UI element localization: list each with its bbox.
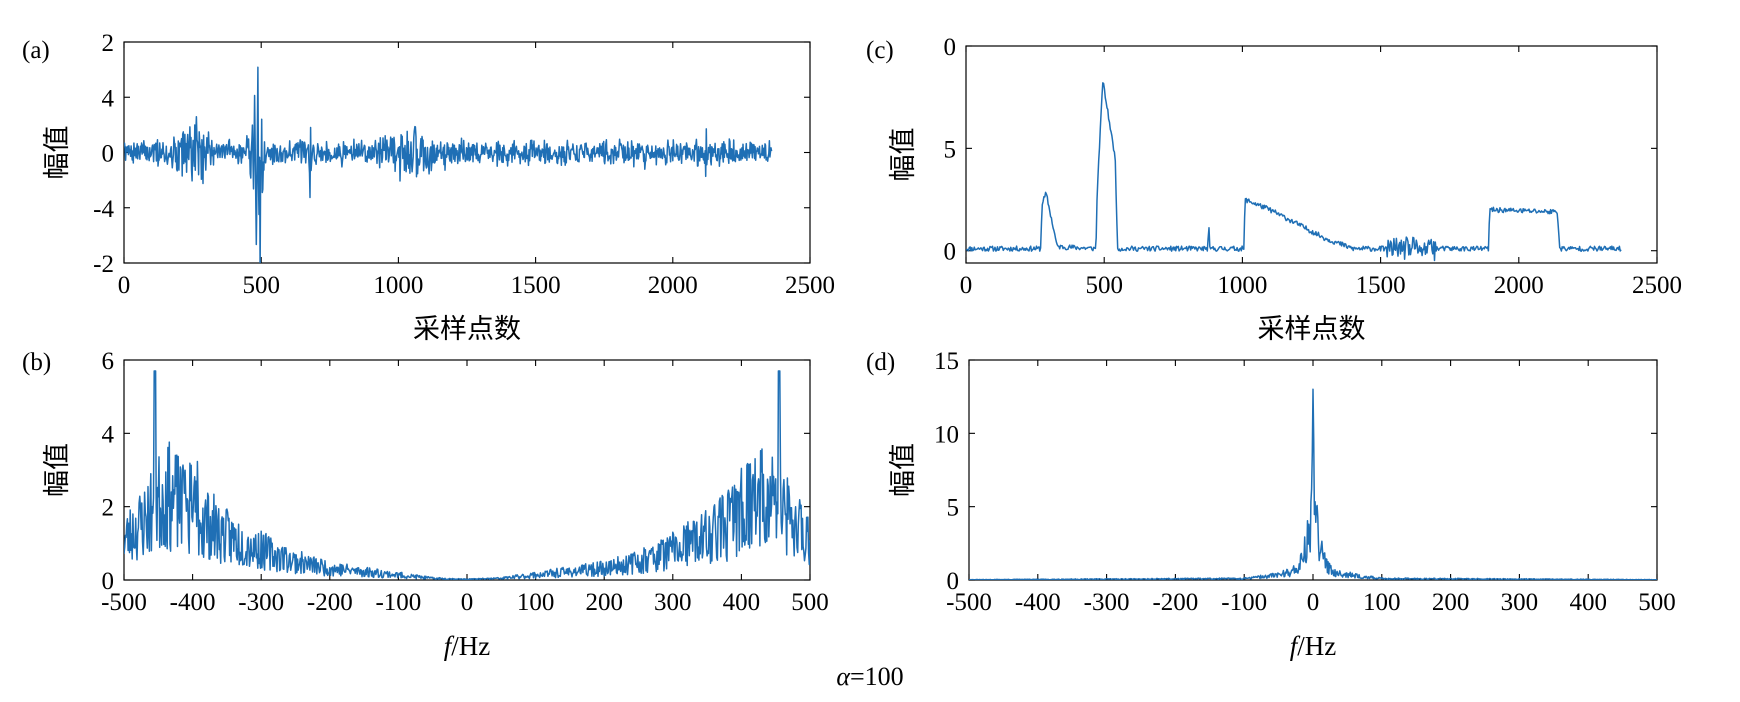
trace-group-b [124, 370, 810, 580]
x-tick-label: -400 [1015, 589, 1061, 616]
figure-caption: α=100 [0, 662, 1740, 692]
x-tick-label: -500 [946, 589, 992, 616]
x-axis-label: f/Hz [444, 631, 491, 661]
y-tick-label: -4 [93, 196, 114, 223]
x-tick-label: -300 [238, 589, 284, 616]
x-axis-label: f/Hz [1290, 631, 1337, 661]
y-tick-label: -2 [93, 251, 114, 278]
x-tick-label: 1000 [1217, 272, 1267, 299]
x-axis-label: 采样点数 [1258, 314, 1366, 344]
y-axis-label: 幅值 [888, 128, 918, 182]
y-tick-label: 0 [944, 34, 957, 61]
y-tick-label: 15 [934, 348, 959, 375]
x-tick-label: 2000 [1494, 272, 1544, 299]
x-tick-label: -200 [1152, 589, 1198, 616]
x-tick-label: -100 [375, 589, 421, 616]
spectrum-trace [969, 388, 1657, 580]
y-tick-label: 4 [102, 85, 115, 112]
y-axis-label: 幅值 [42, 126, 72, 180]
trace-group-d [969, 388, 1657, 580]
y-tick-label: 2 [102, 495, 115, 522]
panel-label: (b) [22, 349, 51, 376]
signal-trace [124, 66, 773, 263]
y-axis-label: 幅值 [42, 443, 72, 497]
panel-label: (a) [22, 37, 50, 64]
x-tick-label: 400 [1569, 589, 1607, 616]
y-tick-label: 0 [102, 141, 115, 168]
x-tick-label: -500 [101, 589, 147, 616]
x-tick-label: 300 [654, 589, 692, 616]
x-tick-label: 400 [723, 589, 761, 616]
trace-group-c [966, 82, 1622, 262]
x-tick-label: 0 [1307, 589, 1320, 616]
x-tick-label: 500 [242, 272, 280, 299]
x-tick-label: 0 [461, 589, 474, 616]
y-tick-label: 2 [102, 30, 115, 57]
caption-text: =100 [849, 662, 904, 691]
y-tick-label: 10 [934, 421, 959, 448]
x-tick-label: -100 [1221, 589, 1267, 616]
x-tick-label: 1500 [511, 272, 561, 299]
x-tick-label: 200 [1432, 589, 1470, 616]
panel-label: (c) [866, 37, 894, 64]
x-axis-label: 采样点数 [413, 314, 521, 344]
panel-label: (d) [866, 349, 895, 376]
y-tick-label: 5 [947, 495, 960, 522]
x-tick-label: 2000 [648, 272, 698, 299]
x-tick-label: 1500 [1356, 272, 1406, 299]
x-tick-label: -300 [1084, 589, 1130, 616]
x-tick-label: 100 [1363, 589, 1401, 616]
x-tick-label: 100 [517, 589, 555, 616]
y-tick-label: 0 [102, 568, 115, 595]
trace-group-a [124, 66, 773, 263]
y-tick-label: 0 [947, 568, 960, 595]
x-tick-label: -400 [170, 589, 216, 616]
caption-symbol: α [836, 662, 850, 691]
y-tick-label: 6 [102, 348, 115, 375]
x-tick-label: 0 [960, 272, 973, 299]
y-tick-label: 0 [944, 239, 957, 266]
y-tick-label: 4 [102, 421, 115, 448]
x-tick-label: 200 [585, 589, 623, 616]
x-tick-label: 2500 [1632, 272, 1682, 299]
x-tick-label: 500 [1638, 589, 1676, 616]
envelope-trace [966, 82, 1622, 262]
x-tick-label: 0 [118, 272, 131, 299]
plot-frame-c [965, 45, 1658, 264]
panel-d: -500 -400 -300 -200 -100 0 100 200 300 400 500 0 5 10… [866, 348, 1676, 661]
x-tick-label: 1000 [373, 272, 423, 299]
x-tick-label: 500 [791, 589, 829, 616]
y-tick-label: 5 [944, 136, 957, 163]
panel-b: -500 -400 -300 -200 -100 0 100 200 300 400 500 0 2 4 6… [22, 348, 829, 661]
y-axis-label: 幅值 [888, 443, 918, 497]
x-tick-label: -200 [307, 589, 353, 616]
spectrum-trace [124, 370, 810, 580]
x-tick-label: 2500 [785, 272, 835, 299]
x-tick-label: 300 [1501, 589, 1539, 616]
x-tick-label: 500 [1085, 272, 1123, 299]
